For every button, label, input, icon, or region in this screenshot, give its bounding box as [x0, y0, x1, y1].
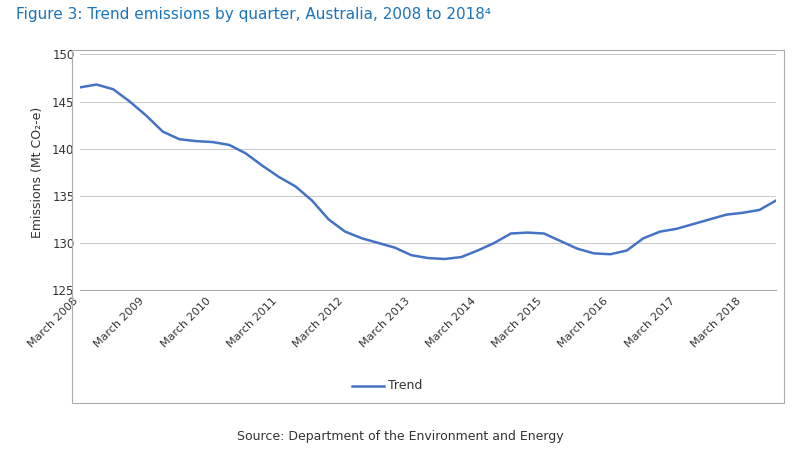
- Trend: [655, 229, 665, 234]
- Trend: [158, 129, 168, 135]
- Trend: [274, 174, 284, 180]
- Text: Figure 3: Trend emissions by quarter, Australia, 2008 to 2018⁴: Figure 3: Trend emissions by quarter, Au…: [16, 7, 491, 22]
- Trend: [357, 236, 366, 241]
- Text: Source: Department of the Environment and Energy: Source: Department of the Environment an…: [237, 430, 563, 443]
- Y-axis label: Emissions (Mt CO₂-e): Emissions (Mt CO₂-e): [30, 106, 44, 238]
- Trend: [241, 151, 250, 156]
- Trend: [572, 246, 582, 251]
- Trend: [722, 212, 731, 217]
- Trend: [423, 255, 433, 261]
- Trend: [390, 245, 400, 251]
- Trend: [539, 231, 549, 236]
- Trend: [142, 113, 151, 118]
- Trend: [638, 236, 648, 241]
- Trend: [340, 229, 350, 234]
- Trend: [589, 251, 598, 256]
- Trend: [307, 198, 317, 203]
- Trend: [771, 198, 781, 203]
- Trend: [754, 207, 764, 212]
- Trend: [473, 248, 482, 253]
- Line: Trend: Trend: [80, 85, 776, 259]
- Trend: [456, 255, 466, 260]
- Trend: [108, 87, 118, 92]
- Trend: [324, 217, 334, 222]
- Trend: [258, 163, 267, 169]
- Trend: [374, 240, 383, 246]
- Trend: [506, 231, 516, 236]
- Trend: [705, 217, 714, 222]
- Trend: [174, 136, 184, 142]
- Trend: [738, 210, 748, 216]
- Trend: [75, 85, 85, 90]
- Trend: [672, 226, 682, 231]
- Text: Trend: Trend: [388, 379, 422, 392]
- Trend: [406, 252, 416, 258]
- Trend: [191, 139, 201, 144]
- Trend: [522, 230, 532, 235]
- Trend: [290, 183, 300, 189]
- Trend: [622, 248, 632, 253]
- Trend: [92, 82, 102, 87]
- Trend: [556, 238, 566, 244]
- Trend: [490, 240, 499, 246]
- Trend: [125, 99, 134, 104]
- Trend: [224, 142, 234, 148]
- Trend: [606, 251, 615, 257]
- Trend: [208, 140, 218, 145]
- Trend: [688, 222, 698, 227]
- Trend: [440, 256, 450, 262]
